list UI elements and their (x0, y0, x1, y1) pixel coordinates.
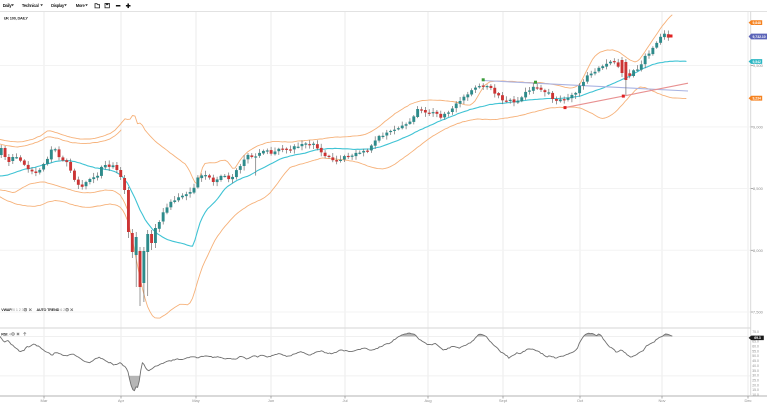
svg-text:Mar: Mar (41, 398, 49, 403)
svg-text:15.0: 15.0 (752, 388, 759, 392)
svg-text:69.3: 69.3 (754, 336, 761, 340)
svg-text:Aug: Aug (424, 398, 431, 403)
svg-text:55.0: 55.0 (752, 349, 759, 353)
svg-text:Daily: Daily (3, 3, 13, 8)
svg-text:20 1 2 3: 20 1 2 3 (11, 308, 24, 312)
svg-text:9,542: 9,542 (752, 60, 761, 64)
svg-text:9,732.10: 9,732.10 (752, 35, 765, 39)
svg-text:More: More (76, 3, 86, 8)
svg-text:9,000: 9,000 (753, 125, 764, 130)
svg-text:30.0: 30.0 (752, 374, 759, 378)
svg-text:VWAP: VWAP (1, 308, 12, 312)
svg-text:65.0: 65.0 (752, 340, 759, 344)
svg-text:9,234: 9,234 (752, 97, 761, 101)
svg-text:9,500: 9,500 (753, 63, 764, 68)
svg-text:Apr: Apr (118, 398, 125, 403)
svg-text:25.0: 25.0 (752, 378, 759, 382)
svg-text:45.0: 45.0 (752, 359, 759, 363)
svg-text:14: 14 (7, 333, 11, 337)
svg-text:7,500: 7,500 (753, 310, 764, 315)
svg-text:75.0: 75.0 (752, 330, 759, 334)
svg-text:AUTO TREND: AUTO TREND (37, 308, 60, 312)
svg-text:Jun: Jun (268, 398, 274, 403)
svg-text:20.0: 20.0 (752, 383, 759, 387)
svg-text:UK 100, DAILY: UK 100, DAILY (4, 15, 29, 20)
svg-text:40.0: 40.0 (752, 364, 759, 368)
svg-text:Technical: Technical (22, 3, 39, 8)
svg-text:10.0: 10.0 (752, 393, 759, 397)
svg-text:8,500: 8,500 (753, 186, 764, 191)
svg-text:60.0: 60.0 (752, 345, 759, 349)
svg-text:Jul: Jul (342, 398, 347, 403)
svg-text:Display: Display (51, 3, 65, 8)
svg-text:Dec: Dec (744, 398, 751, 403)
svg-text:Sept: Sept (499, 398, 508, 403)
svg-text:35.0: 35.0 (752, 369, 759, 373)
svg-text:May: May (192, 398, 200, 403)
svg-text:Nov: Nov (658, 398, 665, 403)
svg-text:8,000: 8,000 (753, 248, 764, 253)
svg-text:Oct: Oct (577, 398, 584, 403)
svg-text:4 6 2: 4 6 2 (57, 308, 65, 312)
svg-text:RSI: RSI (1, 333, 7, 337)
svg-text:9,848: 9,848 (752, 21, 761, 25)
svg-text:50.0: 50.0 (752, 354, 759, 358)
